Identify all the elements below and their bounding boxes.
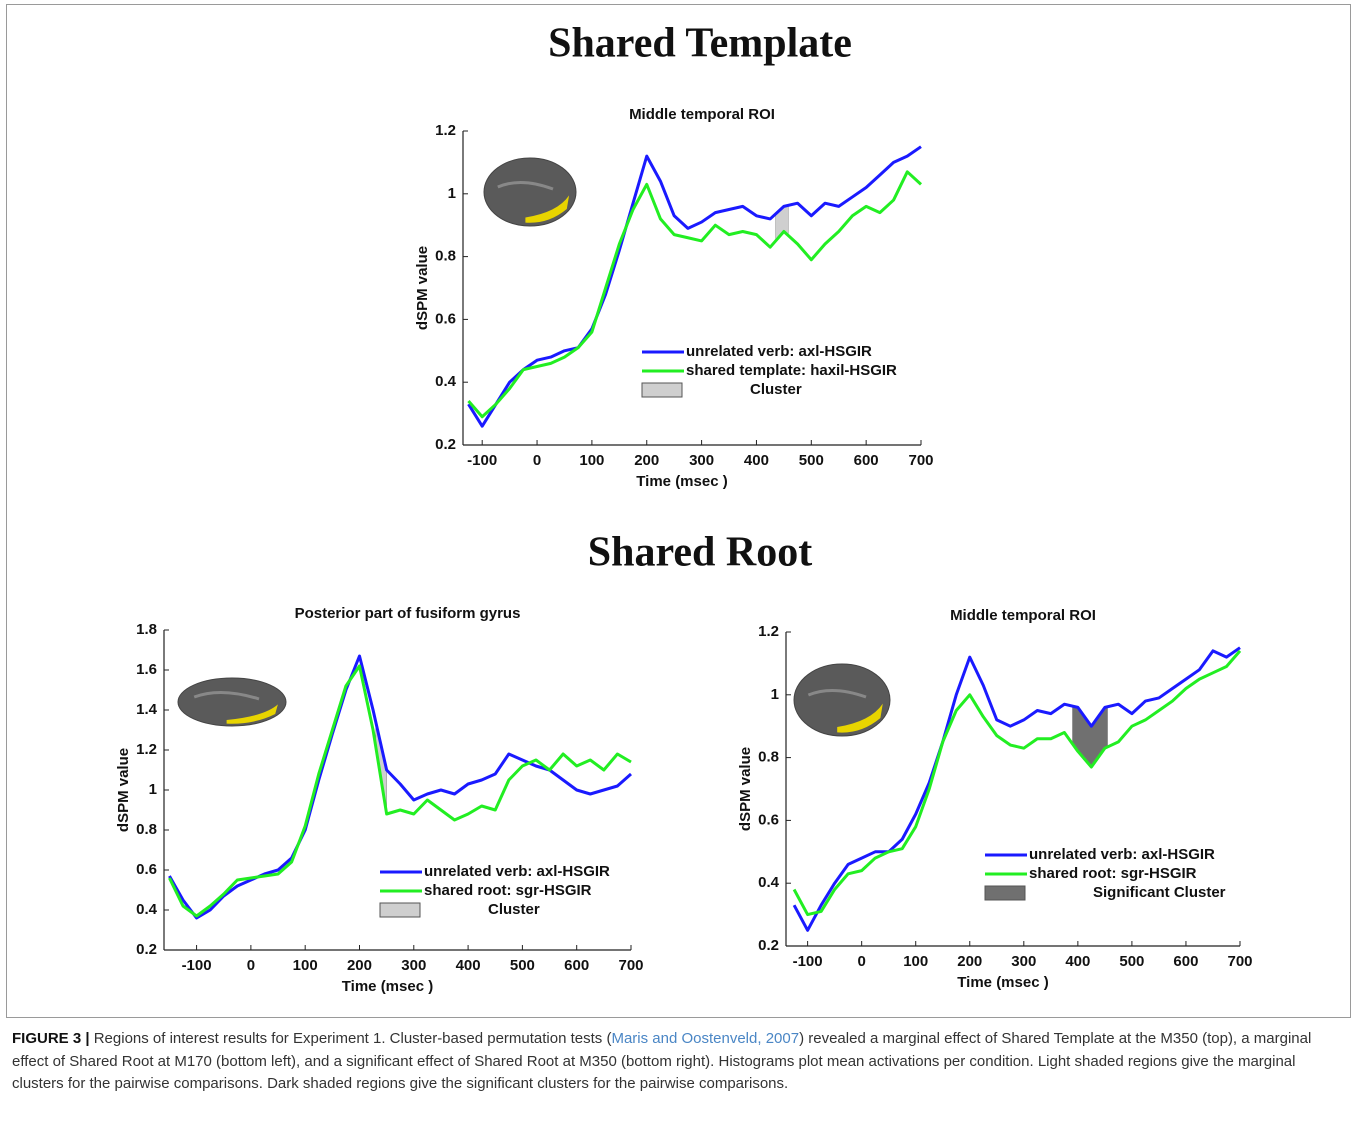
caption-label: FIGURE 3 | [12, 1030, 90, 1047]
x-axis-label: Time (msec ) [636, 473, 727, 490]
chart-title: Middle temporal ROI [950, 607, 1096, 624]
y-axis-label: dSPM value [115, 748, 132, 832]
y-tick-label: 0.8 [435, 248, 456, 265]
x-tick-label: 300 [401, 957, 426, 974]
chart-title: Middle temporal ROI [629, 106, 775, 123]
legend-label: unrelated verb: axl-HSGIR [1029, 846, 1215, 863]
x-tick-label: 200 [957, 953, 982, 970]
y-tick-label: 1 [771, 686, 779, 703]
x-tick-label: 700 [1227, 953, 1252, 970]
caption-text: Regions of interest results for Experime… [90, 1030, 612, 1047]
x-tick-label: 100 [903, 953, 928, 970]
y-tick-label: 1 [149, 781, 157, 798]
y-tick-label: 0.2 [136, 941, 157, 958]
y-tick-label: 0.8 [136, 821, 157, 838]
x-tick-label: 0 [247, 957, 255, 974]
legend-label: Cluster [488, 901, 540, 918]
x-tick-label: -100 [182, 957, 212, 974]
y-tick-label: 1.8 [136, 621, 157, 638]
y-tick-label: 1.2 [435, 122, 456, 139]
y-tick-label: 1.6 [136, 661, 157, 678]
y-tick-label: 1.4 [136, 701, 158, 718]
figure: Shared Template Shared Root Middle tempo… [0, 0, 1357, 1020]
legend-label: unrelated verb: axl-HSGIR [424, 863, 610, 880]
x-tick-label: 200 [634, 452, 659, 469]
legend-label: shared root: sgr-HSGIR [1029, 865, 1197, 882]
section-heading: Shared Template [548, 21, 852, 67]
x-tick-label: 300 [1011, 953, 1036, 970]
x-tick-label: 200 [347, 957, 372, 974]
legend-label: shared template: haxil-HSGIR [686, 362, 897, 379]
x-axis-label: Time (msec ) [957, 974, 1048, 991]
legend-swatch [642, 383, 682, 397]
x-tick-label: 100 [579, 452, 604, 469]
y-axis-label: dSPM value [414, 246, 431, 330]
y-tick-label: 1.2 [758, 623, 779, 640]
citation[interactable]: Maris and Oostenveld, 2007 [611, 1030, 799, 1047]
x-axis-label: Time (msec ) [342, 978, 433, 995]
y-tick-label: 0.8 [758, 749, 779, 766]
y-tick-label: 0.6 [136, 861, 157, 878]
x-tick-label: 600 [854, 452, 879, 469]
legend-label: Significant Cluster [1093, 884, 1226, 901]
page: {"headings": ["Shared Template", "Shared… [0, 0, 1357, 1136]
x-tick-label: 500 [1119, 953, 1144, 970]
legend-swatch [380, 903, 420, 917]
x-tick-label: 0 [857, 953, 865, 970]
y-axis-label: dSPM value [737, 747, 754, 831]
x-tick-label: 100 [293, 957, 318, 974]
x-tick-label: 300 [689, 452, 714, 469]
x-tick-label: -100 [467, 452, 497, 469]
y-tick-label: 0.4 [136, 901, 158, 918]
x-tick-label: 700 [908, 452, 933, 469]
y-tick-label: 0.6 [435, 310, 456, 327]
y-tick-label: 1 [448, 185, 456, 202]
x-tick-label: 500 [510, 957, 535, 974]
x-tick-label: 400 [456, 957, 481, 974]
x-tick-label: 600 [564, 957, 589, 974]
x-tick-label: 600 [1173, 953, 1198, 970]
legend-label: unrelated verb: axl-HSGIR [686, 343, 872, 360]
chart-title: Posterior part of fusiform gyrus [295, 605, 521, 622]
legend-label: shared root: sgr-HSGIR [424, 882, 592, 899]
section-heading: Shared Root [588, 530, 812, 576]
legend-label: Cluster [750, 381, 802, 398]
x-tick-label: 400 [744, 452, 769, 469]
y-tick-label: 0.2 [435, 436, 456, 453]
x-tick-label: -100 [793, 953, 823, 970]
legend-swatch [985, 886, 1025, 900]
brain-icon [794, 664, 890, 736]
y-tick-label: 0.4 [435, 373, 457, 390]
y-tick-label: 0.2 [758, 937, 779, 954]
x-tick-label: 0 [533, 452, 541, 469]
x-tick-label: 700 [618, 957, 643, 974]
x-tick-label: 500 [799, 452, 824, 469]
caption: FIGURE 3 | Regions of interest results f… [12, 1028, 1332, 1096]
y-tick-label: 1.2 [136, 741, 157, 758]
brain-icon [178, 678, 286, 726]
brain-icon [484, 158, 576, 226]
y-tick-label: 0.4 [758, 874, 780, 891]
cluster-area [1072, 706, 1107, 765]
x-tick-label: 400 [1065, 953, 1090, 970]
y-tick-label: 0.6 [758, 811, 779, 828]
